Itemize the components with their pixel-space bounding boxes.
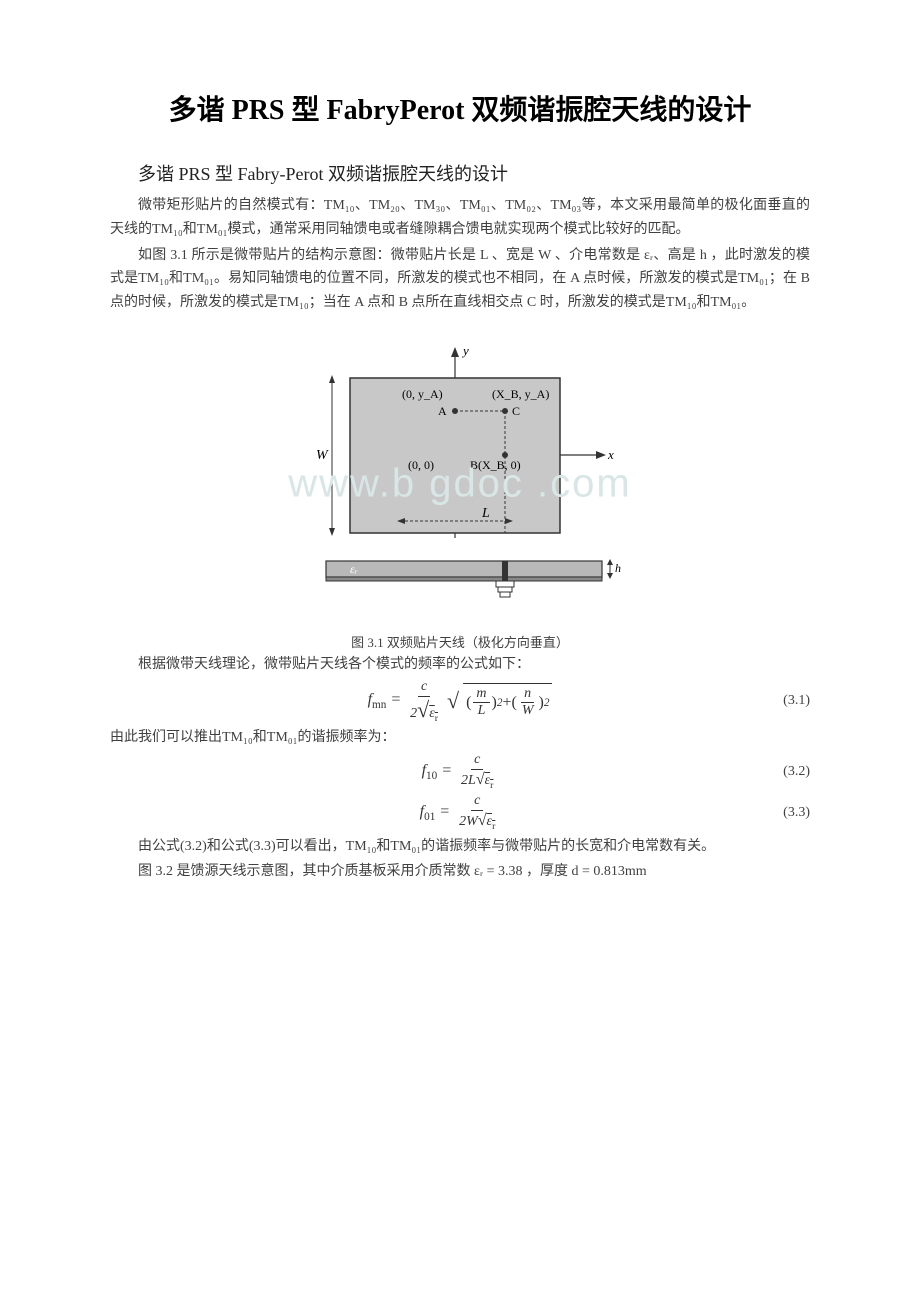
point-a-label: A (438, 404, 447, 418)
paragraph-6: 图 3.2 是馈源天线示意图，其中介质基板采用介质常数 εᵣ = 3.38 ，厚… (110, 860, 810, 884)
y-axis-label: y (461, 343, 469, 358)
coord-a-label: (0, y_A) (402, 387, 443, 401)
eq-num-1: (3.1) (783, 693, 810, 709)
equation-3-3: f01 = c 2W√εr (3.3) (110, 793, 810, 832)
eq-num-2: (3.2) (783, 764, 810, 780)
origin-label: (0, 0) (408, 458, 434, 472)
equation-3-1: fmn = c2√εr √ (mL)2 + (nW)2 (3.1) (110, 679, 810, 724)
figure-3-1: www.b gdoc .com y x W L (0, 0) A (0, y_A… (110, 323, 810, 628)
equation-3-2: f10 = c 2L√εr (3.2) (110, 752, 810, 791)
patch-antenna-diagram: y x W L (0, 0) A (0, y_A) C (X_B, y_A) B… (250, 323, 670, 623)
subtitle: 多谐 PRS 型 Fabry-Perot 双频谐振腔天线的设计 (110, 160, 810, 186)
paragraph-3: 根据微带天线理论，微带贴片天线各个模式的频率的公式如下： (110, 653, 810, 677)
paragraph-5: 由公式(3.2)和公式(3.3)可以看出，TM₁₀和TM₀₁的谐振频率与微带贴片… (110, 835, 810, 859)
eq-num-3: (3.3) (783, 805, 810, 821)
coord-b-label: (X_B, y_A) (492, 387, 549, 401)
x-axis-label: x (607, 447, 614, 462)
paragraph-4: 由此我们可以推出TM₁₀和TM₀₁的谐振频率为： (110, 726, 810, 750)
paragraph-2: 如图 3.1 所示是微带贴片的结构示意图：微带贴片长是 L 、宽是 W 、介电常… (110, 244, 810, 315)
l-label: L (481, 506, 490, 521)
figure-caption: 图 3.1 双频贴片天线（极化方向垂直） (110, 632, 810, 651)
point-c-label: C (512, 404, 520, 418)
h-label: h (615, 561, 621, 575)
point-b-label: B(X_B, 0) (470, 458, 521, 472)
w-label: W (316, 448, 329, 463)
paragraph-1: 微带矩形贴片的自然模式有：TM₁₀、TM₂₀、TM₃₀、TM₀₁、TM₀₂、TM… (110, 194, 810, 242)
eps-label: εᵣ (350, 562, 358, 576)
page-title: 多谐 PRS 型 FabryPerot 双频谐振腔天线的设计 (110, 90, 810, 132)
